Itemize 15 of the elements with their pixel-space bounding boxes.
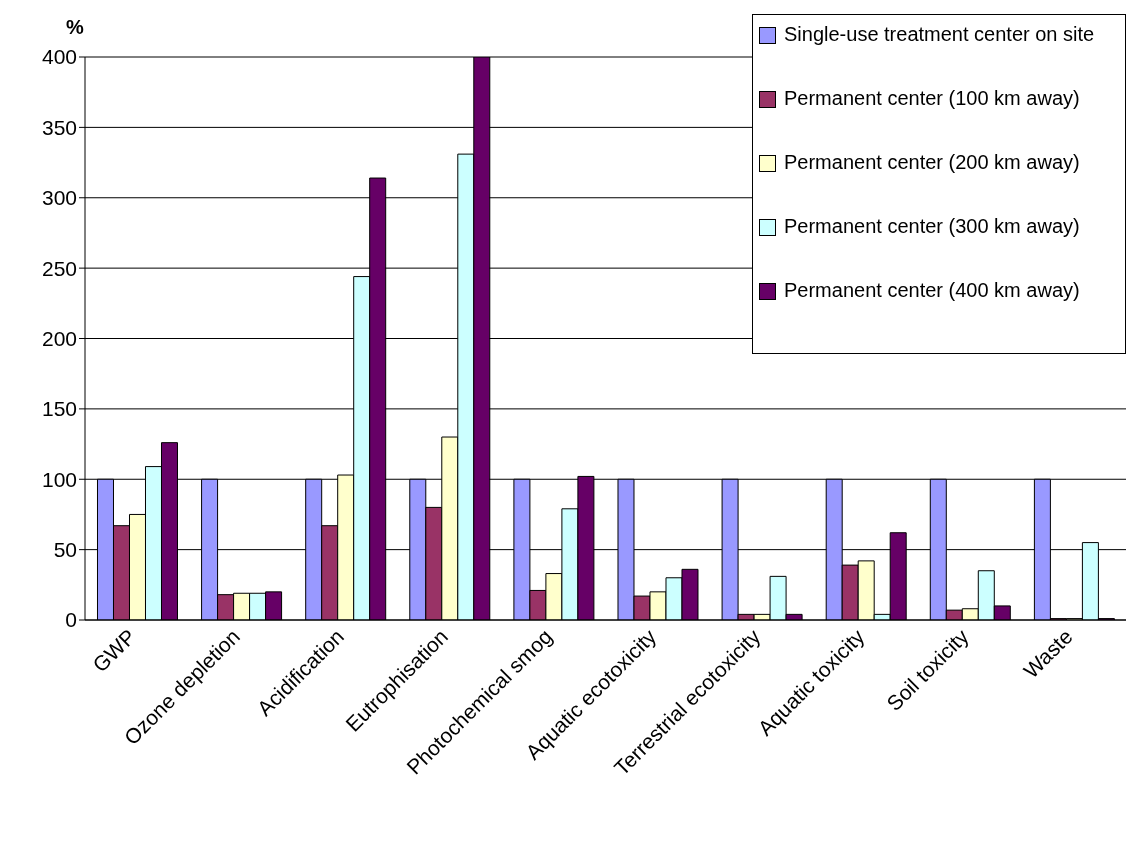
y-tick-label: 50 [53,538,77,562]
y-tick-label: 350 [41,115,77,139]
y-tick-label: 300 [41,186,77,210]
y-tick-label: 100 [41,467,77,491]
y-axis-title: % [66,16,84,39]
y-tick-label: 400 [41,45,77,69]
legend-label: Permanent center (100 km away) [784,86,1080,111]
y-tick-label: 0 [65,608,77,632]
legend-label: Single-use treatment center on site [784,22,1095,47]
y-tick-label: 200 [41,326,77,350]
legend-label: Permanent center (200 km away) [784,150,1080,175]
legend-label: Permanent center (300 km away) [784,214,1080,239]
legend-label: Permanent center (400 km away) [784,278,1080,303]
y-tick-label: 150 [41,397,77,421]
y-tick-label: 250 [41,256,77,280]
